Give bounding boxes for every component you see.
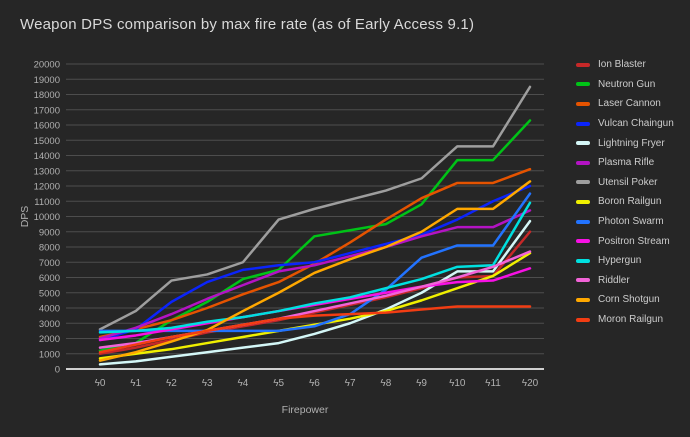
legend-item-riddler[interactable]: Riddler bbox=[576, 271, 674, 291]
legend-swatch-icon bbox=[576, 199, 590, 204]
legend-item-boron-railgun[interactable]: Boron Railgun bbox=[576, 192, 674, 212]
y-tick-label: 4000 bbox=[39, 304, 60, 315]
legend-item-photon-swarm[interactable]: Photon Swarm bbox=[576, 212, 674, 232]
y-tick-label: 15000 bbox=[34, 136, 60, 147]
series-line-lightning-fryer bbox=[98, 219, 532, 366]
legend-swatch-icon bbox=[576, 239, 590, 244]
x-tick-label: ϟ1 bbox=[130, 378, 141, 389]
legend-item-plasma-rifle[interactable]: Plasma Rifle bbox=[576, 153, 674, 173]
series-line-boron-railgun bbox=[98, 251, 532, 360]
x-tick-label: ϟ11 bbox=[485, 378, 501, 389]
y-tick-label: 19000 bbox=[34, 75, 60, 86]
legend-swatch-icon bbox=[576, 219, 590, 224]
y-tick-label: 17000 bbox=[34, 105, 60, 116]
series-line-positron-stream bbox=[98, 267, 532, 342]
y-tick-label: 10000 bbox=[34, 212, 60, 223]
legend-label: Neutron Gun bbox=[598, 78, 656, 90]
x-tick-label: ϟ7 bbox=[345, 378, 356, 389]
legend-swatch-icon bbox=[576, 297, 590, 302]
legend-swatch-icon bbox=[576, 258, 590, 263]
legend-item-moron-railgun[interactable]: Moron Railgun bbox=[576, 310, 674, 330]
y-tick-label: 9000 bbox=[39, 227, 60, 238]
y-tick-label: 20000 bbox=[34, 60, 60, 71]
x-tick-label: ϟ6 bbox=[309, 378, 320, 389]
x-tick-label: ϟ10 bbox=[449, 378, 466, 389]
legend-item-vulcan-chaingun[interactable]: Vulcan Chaingun bbox=[576, 114, 674, 134]
legend-label: Corn Shotgun bbox=[598, 294, 660, 306]
legend-label: Ion Blaster bbox=[598, 59, 646, 71]
legend-label: Vulcan Chaingun bbox=[598, 118, 674, 130]
legend-swatch-icon bbox=[576, 160, 590, 165]
legend-item-positron-stream[interactable]: Positron Stream bbox=[576, 231, 674, 251]
y-tick-label: 2000 bbox=[39, 334, 60, 345]
series-line-vulcan-chaingun bbox=[98, 184, 532, 342]
x-tick-label: ϟ5 bbox=[273, 378, 284, 389]
y-axis-title: DPS bbox=[19, 206, 31, 228]
y-tick-label: 6000 bbox=[39, 273, 60, 284]
x-tick-label: ϟ8 bbox=[380, 378, 391, 389]
y-tick-label: 0 bbox=[55, 365, 60, 376]
legend-swatch-icon bbox=[576, 278, 590, 283]
y-tick-label: 5000 bbox=[39, 288, 60, 299]
legend-label: Moron Railgun bbox=[598, 314, 664, 326]
y-tick-label: 11000 bbox=[34, 197, 60, 208]
chart-title: Weapon DPS comparison by max fire rate (… bbox=[20, 16, 475, 33]
x-tick-label: ϟ4 bbox=[237, 378, 248, 389]
x-tick-label: ϟ3 bbox=[202, 378, 213, 389]
legend-item-laser-cannon[interactable]: Laser Cannon bbox=[576, 94, 674, 114]
legend-item-lightning-fryer[interactable]: Lightning Fryer bbox=[576, 133, 674, 153]
chart-legend: Ion Blaster Neutron Gun Laser Cannon Vulcan… bbox=[576, 55, 674, 329]
x-tick-label: ϟ9 bbox=[416, 378, 427, 389]
legend-label: Positron Stream bbox=[598, 235, 670, 247]
legend-swatch-icon bbox=[576, 101, 590, 106]
series-line-photon-swarm bbox=[98, 192, 532, 333]
legend-swatch-icon bbox=[576, 180, 590, 185]
y-tick-label: 14000 bbox=[34, 151, 60, 162]
y-tick-label: 7000 bbox=[39, 258, 60, 269]
y-tick-label: 13000 bbox=[34, 166, 60, 177]
y-tick-label: 12000 bbox=[34, 182, 60, 193]
legend-label: Photon Swarm bbox=[598, 216, 664, 228]
series-line-plasma-rifle bbox=[98, 209, 532, 340]
legend-label: Plasma Rifle bbox=[598, 157, 655, 169]
x-tick-label: ϟ2 bbox=[166, 378, 177, 389]
legend-item-neutron-gun[interactable]: Neutron Gun bbox=[576, 75, 674, 95]
y-tick-label: 18000 bbox=[34, 90, 60, 101]
x-axis-title: Firepower bbox=[282, 404, 329, 416]
legend-item-ion-blaster[interactable]: Ion Blaster bbox=[576, 55, 674, 75]
legend-item-utensil-poker[interactable]: Utensil Poker bbox=[576, 173, 674, 193]
y-tick-label: 8000 bbox=[39, 243, 60, 254]
series-line-moron-railgun bbox=[98, 305, 532, 354]
legend-swatch-icon bbox=[576, 121, 590, 126]
series-line-corn-shotgun bbox=[98, 180, 532, 362]
legend-swatch-icon bbox=[576, 141, 590, 146]
legend-label: Utensil Poker bbox=[598, 176, 658, 188]
series-line-laser-cannon bbox=[98, 167, 532, 339]
legend-label: Riddler bbox=[598, 274, 630, 286]
legend-swatch-icon bbox=[576, 317, 590, 322]
legend-swatch-icon bbox=[576, 62, 590, 67]
x-tick-label: ϟ0 bbox=[95, 378, 106, 389]
y-tick-label: 1000 bbox=[39, 349, 60, 360]
legend-label: Hypergun bbox=[598, 255, 642, 267]
legend-label: Boron Railgun bbox=[598, 196, 662, 208]
legend-label: Laser Cannon bbox=[598, 98, 661, 110]
series-line-hypergun bbox=[98, 201, 532, 334]
legend-item-hypergun[interactable]: Hypergun bbox=[576, 251, 674, 271]
legend-item-corn-shotgun[interactable]: Corn Shotgun bbox=[576, 290, 674, 310]
y-tick-label: 3000 bbox=[39, 319, 60, 330]
series-line-utensil-poker bbox=[98, 85, 532, 331]
x-tick-label: ϟ20 bbox=[522, 378, 539, 389]
legend-label: Lightning Fryer bbox=[598, 137, 665, 149]
legend-swatch-icon bbox=[576, 82, 590, 87]
y-tick-label: 16000 bbox=[34, 121, 60, 132]
